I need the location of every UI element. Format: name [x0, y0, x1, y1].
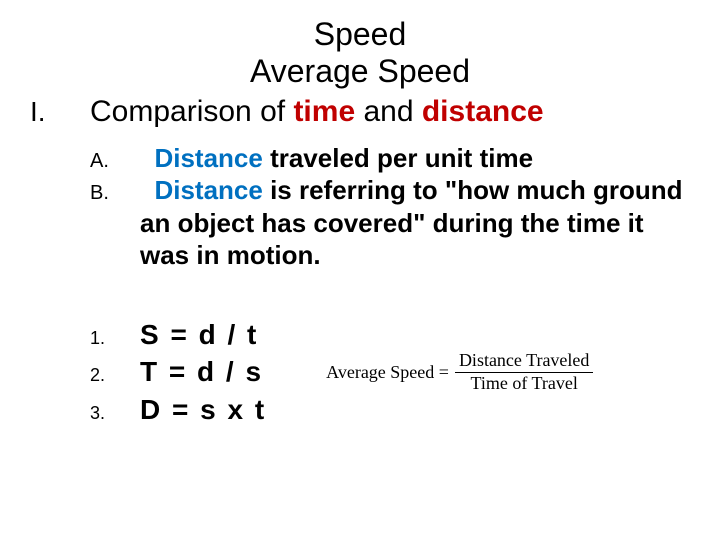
average-speed-formula: Average Speed = Distance Traveled Time o…	[326, 351, 593, 394]
sub-text-b: Distance is referring to "how much groun…	[140, 174, 690, 272]
formula-label-1: 1.	[90, 326, 140, 350]
formula-label-2: 2.	[90, 363, 140, 387]
formula-label-3: 3.	[90, 401, 140, 425]
outline-sub-block: A. Distance traveled per unit time B. Di…	[90, 142, 690, 272]
sub-label-b: B.	[90, 181, 140, 206]
formula-row-2: 2. T = d / s	[90, 353, 266, 391]
formula-row-3: 3. D = s x t	[90, 391, 266, 429]
title-line-2: Average Speed	[30, 53, 690, 90]
outline-sub-b: B. Distance is referring to "how much gr…	[90, 174, 690, 272]
sub-a-rest: traveled per unit time	[263, 143, 533, 173]
formula-row-1: 1. S = d / t	[90, 316, 266, 354]
slide: Speed Average Speed I. Comparison of tim…	[0, 0, 720, 540]
main-and: and	[355, 95, 422, 128]
formulas-list: 1. S = d / t 2. T = d / s 3. D = s x t	[90, 316, 266, 429]
outline-main-row: I. Comparison of time and distance	[30, 94, 690, 130]
sub-label-a: A.	[90, 149, 140, 174]
roman-numeral: I.	[30, 95, 90, 129]
title-line-1: Speed	[30, 16, 690, 53]
formulas-area: 1. S = d / t 2. T = d / s 3. D = s x t A…	[90, 316, 690, 429]
avg-formula-lhs: Average Speed =	[326, 362, 449, 383]
sub-a-leading-word: Distance	[154, 143, 262, 173]
sub-text-a: Distance traveled per unit time	[140, 142, 690, 175]
formula-text-2: T = d / s	[140, 353, 263, 391]
avg-formula-denominator: Time of Travel	[467, 373, 582, 394]
keyword-time: time	[293, 95, 355, 128]
avg-formula-fraction: Distance Traveled Time of Travel	[455, 351, 593, 394]
outline-sub-a: A. Distance traveled per unit time	[90, 142, 690, 175]
outline-main-text: Comparison of time and distance	[90, 94, 690, 130]
main-prefix: Comparison of	[90, 95, 293, 128]
formula-text-3: D = s x t	[140, 391, 266, 429]
title-block: Speed Average Speed	[30, 16, 690, 90]
formula-text-1: S = d / t	[140, 316, 258, 354]
keyword-distance: distance	[422, 95, 544, 128]
sub-b-leading-word: Distance	[154, 175, 262, 205]
avg-formula-numerator: Distance Traveled	[455, 351, 593, 373]
